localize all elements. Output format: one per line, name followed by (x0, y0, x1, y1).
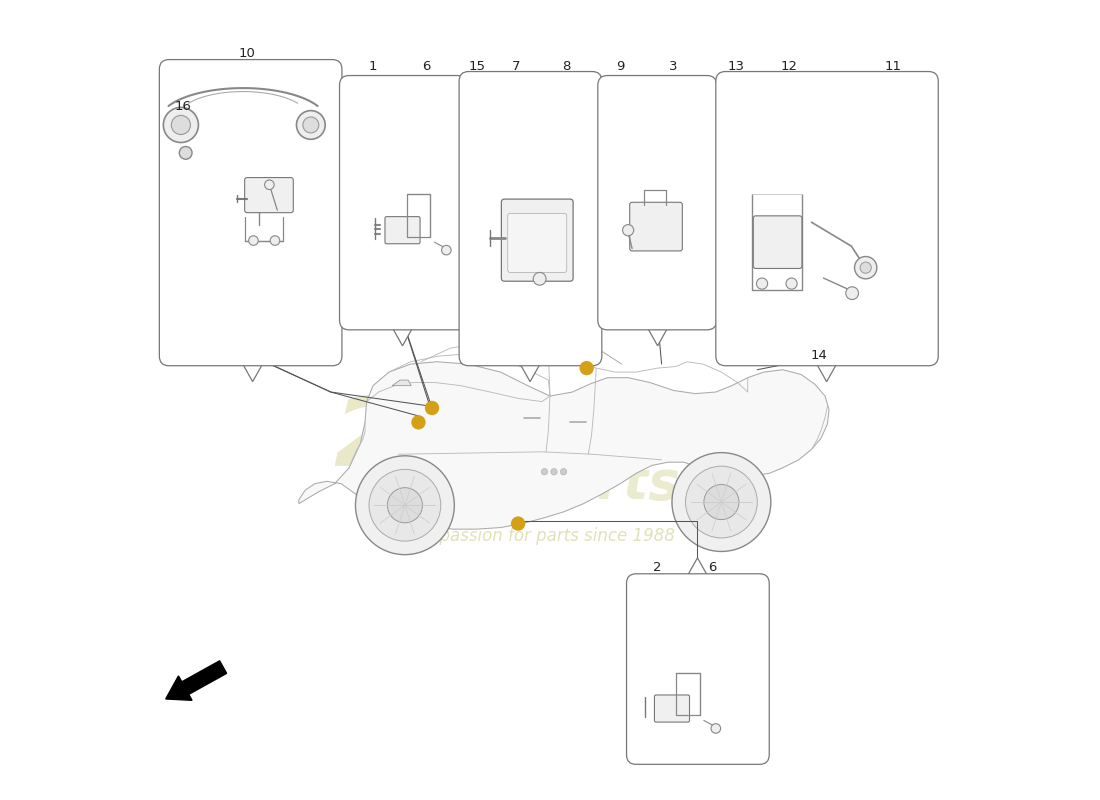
Circle shape (411, 415, 426, 430)
Circle shape (711, 724, 720, 734)
Circle shape (534, 273, 546, 285)
Circle shape (441, 246, 451, 255)
Circle shape (704, 485, 739, 519)
Circle shape (855, 257, 877, 279)
Text: 7: 7 (513, 60, 520, 73)
Text: 12: 12 (781, 60, 798, 73)
Circle shape (672, 453, 771, 551)
Circle shape (685, 466, 757, 538)
FancyBboxPatch shape (629, 202, 682, 251)
Text: 11: 11 (884, 60, 901, 73)
Polygon shape (644, 320, 672, 346)
Circle shape (271, 236, 279, 246)
Circle shape (355, 456, 454, 554)
Text: 9: 9 (616, 60, 625, 73)
Text: 16: 16 (175, 100, 191, 113)
Circle shape (387, 488, 422, 522)
FancyBboxPatch shape (244, 178, 294, 213)
Circle shape (249, 236, 258, 246)
FancyBboxPatch shape (459, 71, 602, 366)
Polygon shape (239, 356, 267, 382)
Circle shape (786, 278, 798, 289)
FancyBboxPatch shape (754, 216, 802, 269)
Circle shape (580, 361, 594, 375)
FancyBboxPatch shape (502, 199, 573, 282)
Circle shape (163, 107, 198, 142)
Polygon shape (388, 320, 417, 346)
Circle shape (302, 117, 319, 133)
Text: a passion for parts since 1988: a passion for parts since 1988 (425, 526, 675, 545)
Polygon shape (392, 380, 411, 386)
Circle shape (623, 225, 634, 236)
Circle shape (860, 262, 871, 274)
Text: 2: 2 (333, 394, 400, 486)
Text: autoparts: autoparts (388, 458, 680, 510)
Circle shape (846, 286, 858, 299)
Circle shape (541, 469, 548, 475)
Polygon shape (299, 362, 829, 529)
Circle shape (551, 469, 558, 475)
Text: 6: 6 (707, 561, 716, 574)
Circle shape (560, 469, 566, 475)
Text: 2: 2 (653, 561, 662, 574)
Circle shape (172, 115, 190, 134)
FancyBboxPatch shape (627, 574, 769, 764)
Text: 1: 1 (368, 60, 377, 73)
Text: 10: 10 (239, 47, 255, 60)
Text: 8: 8 (562, 60, 570, 73)
Text: 14: 14 (811, 349, 827, 362)
FancyBboxPatch shape (654, 695, 690, 722)
Circle shape (368, 470, 441, 541)
Circle shape (757, 278, 768, 289)
Polygon shape (498, 344, 594, 364)
FancyBboxPatch shape (160, 59, 342, 366)
Text: 3: 3 (669, 60, 678, 73)
Circle shape (179, 146, 192, 159)
Circle shape (510, 516, 526, 530)
Circle shape (297, 110, 326, 139)
FancyBboxPatch shape (508, 214, 566, 273)
FancyBboxPatch shape (597, 75, 716, 330)
Text: 6: 6 (422, 60, 430, 73)
FancyBboxPatch shape (385, 217, 420, 244)
Polygon shape (516, 356, 544, 382)
FancyBboxPatch shape (340, 75, 466, 330)
Text: 15: 15 (469, 60, 485, 73)
Polygon shape (683, 558, 712, 583)
FancyArrow shape (166, 661, 227, 700)
Text: 13: 13 (727, 60, 745, 73)
Circle shape (425, 401, 439, 415)
Circle shape (265, 180, 274, 190)
Polygon shape (812, 356, 842, 382)
FancyBboxPatch shape (716, 71, 938, 366)
